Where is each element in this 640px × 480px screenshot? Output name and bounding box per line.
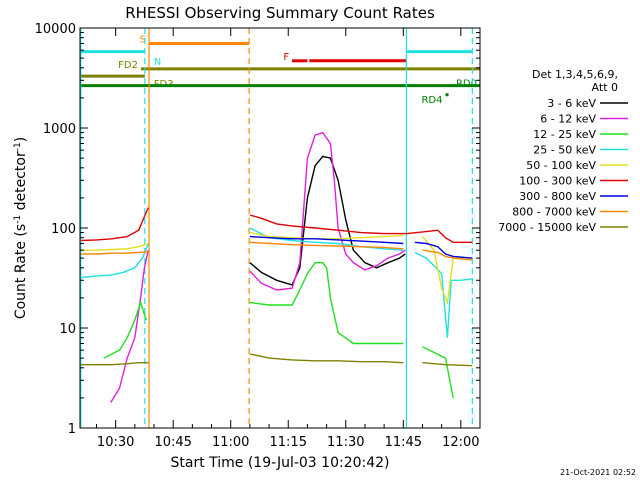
legend-label-2: 12 - 25 keV (533, 128, 596, 141)
series-line-0-0 (249, 155, 406, 286)
series-line-1-1 (249, 131, 406, 291)
series-line-5-1 (249, 214, 473, 243)
y-axis-label: Count Rate (s-1 detector-1) (13, 137, 29, 319)
legend-label-7: 800 - 7000 keV (512, 206, 596, 219)
x-tick-label-0: 10:30 (97, 435, 134, 450)
series-line-7-2 (422, 249, 473, 261)
y-axis-label-sup: -1 (13, 215, 23, 224)
legend-label-1: 6 - 12 keV (540, 113, 596, 126)
x-axis: 10:30 10:45 11:00 11:15 11:30 11:45 12:00 (95, 28, 481, 450)
legend: 3 - 6 keV 6 - 12 keV 12 - 25 keV 25 - 50 ke… (498, 97, 628, 234)
flag-label-10: RD4 (421, 95, 442, 106)
y-axis-label-main: Count Rate (s (13, 224, 29, 319)
series-line-2-1 (249, 262, 404, 345)
y-tick-label-1: 10 (59, 322, 76, 337)
series-line-7-0 (81, 251, 149, 255)
legend-label-3: 25 - 50 keV (533, 144, 596, 157)
series-line-3-0 (81, 243, 149, 279)
y-axis-label-sup2: -1 (13, 142, 23, 151)
legend-label-8: 7000 - 15000 keV (498, 221, 596, 234)
flag-label-4: F (283, 52, 289, 63)
x-tick-label-4: 11:30 (327, 435, 364, 450)
series-line-1-0 (110, 250, 149, 403)
y-axis: 1 10 100 1000 10000 (35, 22, 480, 437)
x-axis-label: Start Time (19-Jul-03 10:20:42) (170, 455, 389, 471)
legend-label-0: 3 - 6 keV (547, 97, 596, 110)
legend-label-6: 300 - 800 keV (519, 190, 596, 203)
series-line-2-0 (103, 300, 147, 359)
x-tick-label-6: 12:00 (442, 435, 479, 450)
series-line-8-2 (422, 362, 473, 367)
chart-title: RHESSI Observing Summary Count Rates (125, 4, 435, 22)
legend-header-line1: Det 1,3,4,5,6,9, (532, 68, 618, 81)
flag-label-9: RD0 (456, 79, 477, 90)
series-line-3-2 (414, 251, 473, 338)
series-line-8-0 (81, 362, 149, 366)
series-layer (81, 131, 473, 403)
y-tick-label-2: 100 (51, 222, 76, 237)
series-line-4-2 (421, 236, 473, 306)
flag-label-0: S (140, 34, 146, 45)
y-axis-label-mid: detector (13, 151, 29, 215)
y-tick-label-4: 10000 (35, 22, 76, 37)
series-line-7-1 (249, 241, 404, 250)
series-line-5-0 (81, 207, 149, 242)
timestamp: 21-Oct-2021 02:52 (560, 468, 636, 477)
x-tick-label-2: 11:00 (212, 435, 249, 450)
series-line-8-1 (249, 353, 404, 364)
flags-layer: SNFFD2FD3RD0RD4 (80, 34, 480, 106)
legend-label-4: 50 - 100 keV (526, 159, 596, 172)
legend-label-5: 100 - 300 keV (519, 175, 596, 188)
y-tick-label-3: 1000 (43, 122, 76, 137)
y-axis-label-end: ) (13, 137, 29, 142)
x-tick-label-3: 11:15 (270, 435, 307, 450)
x-tick-label-5: 11:45 (385, 435, 422, 450)
series-line-6-1 (414, 241, 473, 259)
flag-label-6: FD2 (118, 60, 138, 71)
series-line-6-0 (249, 235, 404, 245)
series-line-2-2 (422, 346, 454, 399)
x-tick-label-1: 10:45 (154, 435, 191, 450)
y-tick-label-0: 1 (68, 422, 76, 437)
flag-label-3: N (154, 57, 161, 68)
series-line-4-0 (81, 242, 149, 251)
legend-header-line2: Att 0 (592, 81, 618, 94)
